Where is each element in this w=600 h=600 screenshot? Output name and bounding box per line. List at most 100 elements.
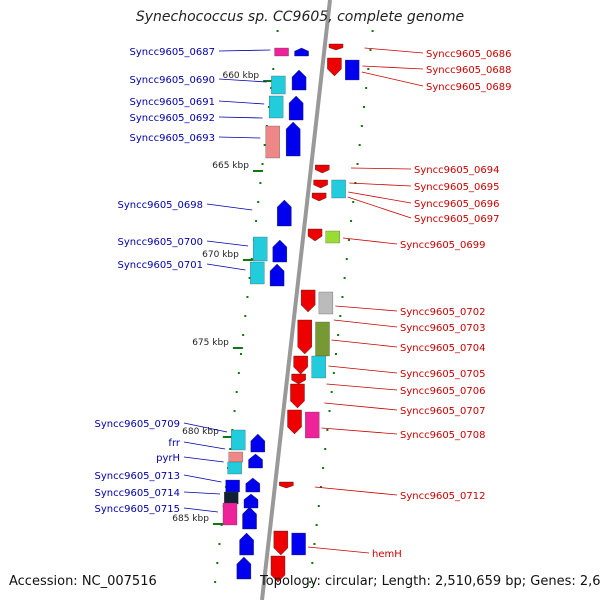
track-dot-left-outer [218,543,221,545]
left-leader-line [183,507,219,513]
minus-strand-cog-box [345,59,360,81]
plus-strand-cog-box [228,451,243,463]
left-gene-label: Syncc9605_0687 [130,47,216,58]
minus-strand-gene [287,409,302,435]
plus-strand-gene [242,506,257,530]
track-dot-right-outer [322,467,325,469]
track-dot-left-outer [216,562,219,564]
track-dot-left-outer [233,410,236,412]
minus-strand-cog-box [291,532,306,556]
track-dot-right-outer [371,30,374,32]
minus-strand-cog-box [311,355,326,379]
left-leader-line [218,136,261,139]
left-gene-label: Syncc9605_0709 [95,419,181,430]
track-dot-left-outer [257,201,260,203]
right-gene-label: Syncc9605_0699 [400,240,486,251]
right-leader-line [361,71,424,87]
track-dot-right-outer [326,429,329,431]
plus-strand-cog-box [227,461,242,475]
track-dot-left-outer [270,87,273,89]
plus-strand-cog-box [250,261,265,285]
track-dot-right-outer [352,201,355,203]
right-leader-line [350,167,412,170]
plus-strand-cog-box [265,125,280,159]
track-dot-right-outer [324,448,327,450]
plus-strand-gene [239,532,254,556]
right-leader-line [342,237,398,245]
right-gene-label: Syncc9605_0697 [414,214,500,225]
plus-strand-gene [285,121,301,157]
minus-strand-gene [291,373,306,385]
plus-strand-gene [250,433,266,453]
right-gene-label: Syncc9605_0708 [400,430,486,441]
minus-strand-gene [313,179,328,189]
right-leader-line [307,546,370,554]
left-leader-line [218,49,271,52]
track-dot-left-outer [235,391,238,393]
track-dot-left-outer [244,315,247,317]
minus-strand-cog-box [318,291,334,315]
track-dot-right-outer [315,524,318,526]
plus-strand-cog-box [274,47,289,57]
plus-strand-gene [245,477,261,493]
track-dot-right-outer [345,258,348,260]
map-title: Synechococcus sp. CC9605, complete genom… [135,9,465,25]
kbp-label: 680 kbp [182,427,219,437]
minus-strand-cog-box [325,230,340,244]
plus-strand-cog-box [224,491,239,505]
right-leader-line [333,319,398,328]
left-leader-line [218,100,265,105]
right-leader-line [324,402,398,411]
plus-strand-gene [269,263,285,287]
track-dot-left-outer [261,163,264,165]
right-leader-line [321,427,398,435]
minus-strand-gene [270,555,286,583]
left-gene-label: Syncc9605_0690 [130,75,216,86]
track-dot-left-outer [248,277,251,279]
right-gene-label: Syncc9605_0712 [400,491,486,502]
left-leader-line [206,203,253,211]
left-leader-line [183,474,222,483]
minus-strand-cog-box [305,411,320,439]
plus-strand-gene [272,239,287,263]
track-dot-right-outer [367,68,370,70]
left-leader-line [183,441,226,450]
left-gene-label: Syncc9605_0692 [130,113,216,124]
left-gene-label: Syncc9605_0714 [95,488,181,499]
left-gene-label: Syncc9605_0715 [95,504,181,515]
track-dot-right-outer [309,581,312,583]
plus-strand-cog-box [271,75,286,95]
track-dot-left-outer [229,448,232,450]
right-gene-label: Syncc9605_0702 [400,307,486,318]
plus-strand-gene [294,47,309,57]
kbp-label: 675 kbp [192,338,229,348]
right-gene-label: Syncc9605_0688 [426,65,512,76]
right-leader-line [326,383,398,391]
left-gene-label: pyrH [156,453,180,464]
right-leader-line [362,65,424,70]
left-gene-label: Syncc9605_0693 [130,133,216,144]
right-gene-label: Syncc9605_0686 [426,49,512,60]
left-gene-label: Syncc9605_0691 [130,97,216,108]
track-dot-right-outer [341,296,344,298]
track-dot-right-outer [350,220,353,222]
left-leader-line [206,240,249,247]
left-leader-line [183,422,228,433]
left-leader-line [218,78,267,83]
track-dot-right-outer [360,125,363,127]
track-dot-left-outer [276,30,279,32]
left-leader-line [183,491,221,495]
kbp-label: 660 kbp [222,71,259,81]
track-dot-left-outer [246,296,249,298]
right-leader-line [314,486,398,496]
track-dot-right-outer [334,353,337,355]
plus-strand-cog-box [225,479,240,493]
kbp-label: 665 kbp [212,161,249,171]
minus-strand-gene [328,43,344,51]
left-gene-label: Syncc9605_0700 [118,237,204,248]
track-dot-right-outer [330,391,333,393]
minus-strand-gene [293,355,308,375]
right-gene-label: Syncc9605_0705 [400,369,486,380]
genome-backbone [260,0,332,600]
